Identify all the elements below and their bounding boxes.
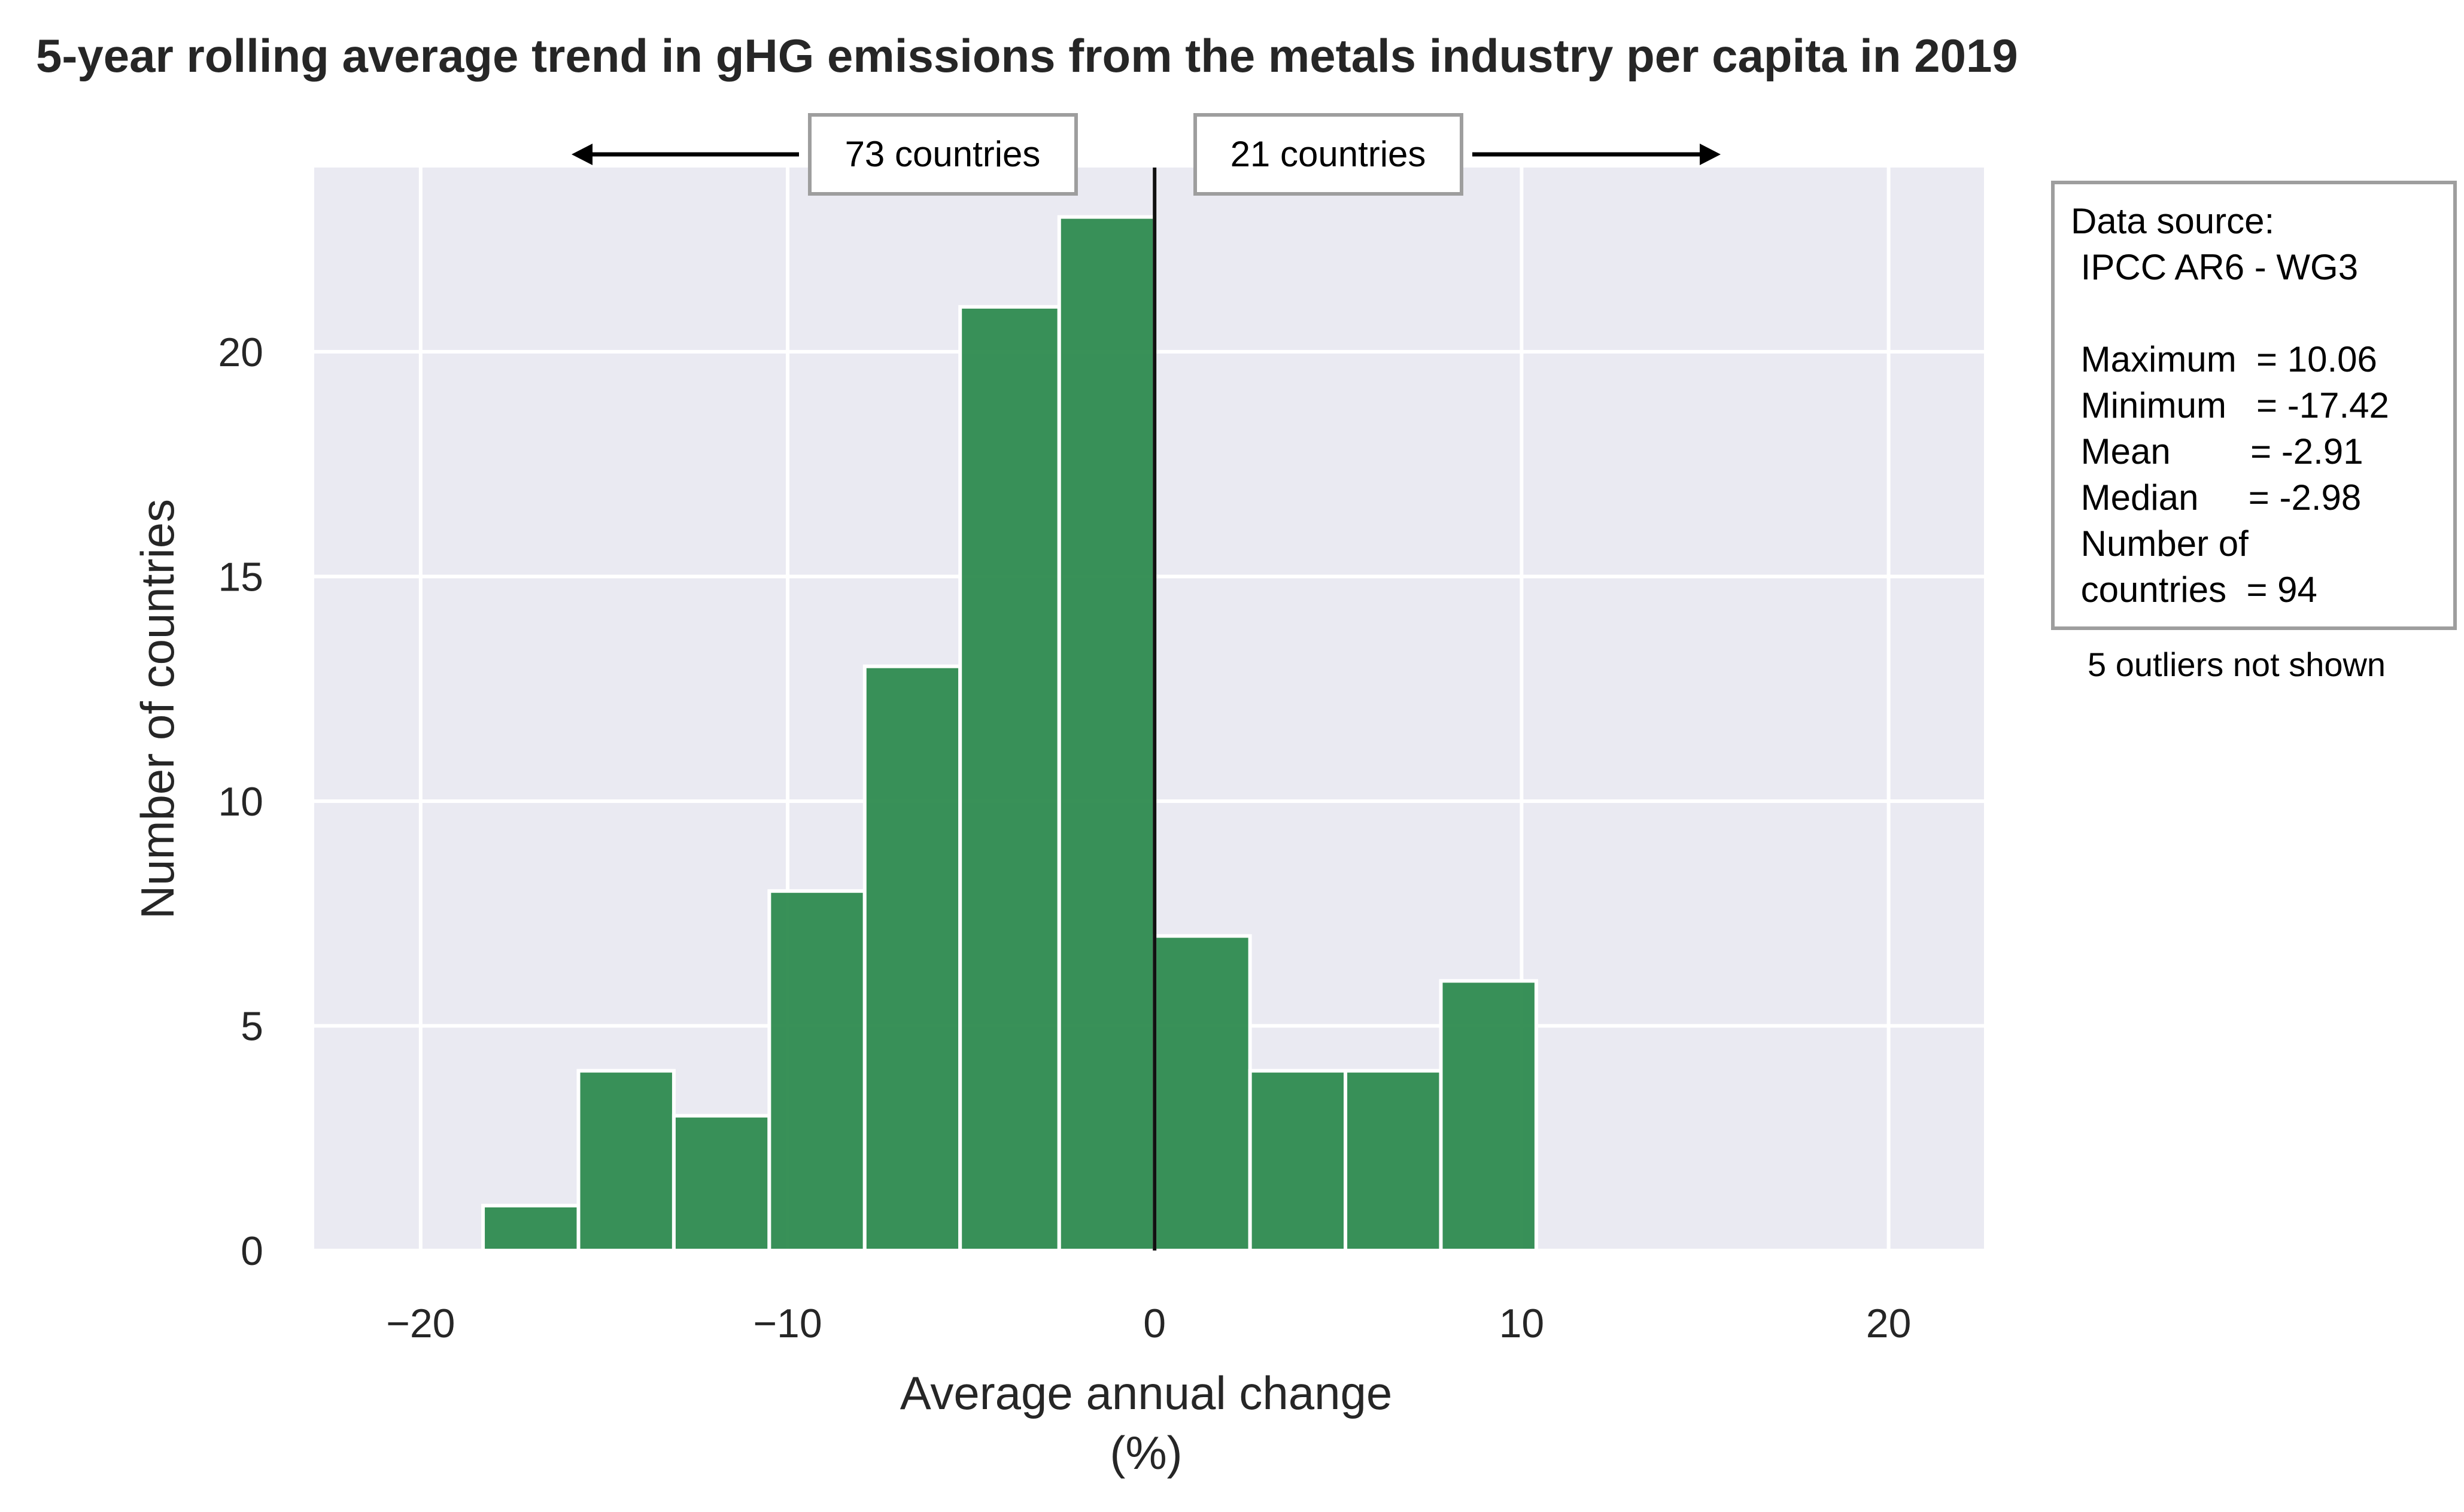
x-axis-ticks: −20 −10 0 10 20: [386, 1301, 1911, 1346]
stats-line: Data source:: [2071, 201, 2274, 241]
x-tick-label: 20: [1866, 1301, 1912, 1346]
histogram-bar: [1439, 979, 1538, 1252]
y-tick-label: 15: [218, 554, 263, 600]
right-count-label: 21 countries: [1231, 134, 1426, 174]
x-tick-label: 10: [1499, 1301, 1545, 1346]
histogram-bar: [1248, 1069, 1348, 1253]
chart-title: 5-year rolling average trend in gHG emis…: [36, 29, 2018, 82]
y-tick-label: 20: [218, 330, 263, 375]
y-tick-label: 0: [241, 1228, 263, 1274]
left-count-annotation: 73 countries: [572, 113, 1078, 196]
histogram-bar: [576, 1069, 676, 1253]
histogram-bars: [481, 215, 1538, 1253]
right-count-annotation: 21 countries: [1193, 113, 1721, 196]
left-count-box: [808, 113, 1078, 196]
x-tick-label: −20: [386, 1301, 455, 1346]
histogram-bar: [958, 305, 1061, 1253]
right-count-box: [1193, 113, 1463, 196]
left-arrow-head-icon: [572, 144, 593, 165]
stats-line: Number of: [2071, 524, 2249, 564]
histogram-bar: [767, 889, 867, 1253]
y-axis-label: Number of countries: [131, 499, 184, 919]
stats-line: countries = 94: [2071, 570, 2317, 610]
left-count-label: 73 countries: [845, 134, 1041, 174]
outliers-note: 5 outliers not shown: [2088, 646, 2386, 683]
x-tick-label: 0: [1143, 1301, 1166, 1346]
stats-line: IPCC AR6 - WG3: [2071, 247, 2358, 287]
y-axis-ticks: 0 5 10 15 20: [218, 330, 263, 1274]
statistics-box: Data source: IPCC AR6 - WG3 Maximum = 10…: [2051, 181, 2457, 630]
stats-line: Mean = -2.91: [2071, 431, 2363, 471]
x-tick-label: −10: [753, 1301, 822, 1346]
right-arrow-head-icon: [1700, 144, 1721, 165]
histogram-bar: [481, 1203, 581, 1252]
x-axis-unit-label: (%): [1110, 1426, 1182, 1479]
stats-line: Maximum = 10.06: [2071, 339, 2377, 379]
histogram-bar: [1153, 934, 1252, 1252]
stats-line: Median = -2.98: [2071, 477, 2361, 518]
x-axis-label: Average annual change: [900, 1367, 1393, 1419]
histogram-bar: [1344, 1069, 1443, 1253]
histogram-bar: [672, 1114, 771, 1253]
y-tick-label: 10: [218, 779, 263, 825]
stats-line: Minimum = -17.42: [2071, 385, 2389, 425]
statistics-box-frame: [2051, 181, 2457, 630]
histogram-bar: [1057, 215, 1157, 1252]
y-tick-label: 5: [241, 1003, 263, 1049]
histogram-bar: [862, 664, 962, 1253]
